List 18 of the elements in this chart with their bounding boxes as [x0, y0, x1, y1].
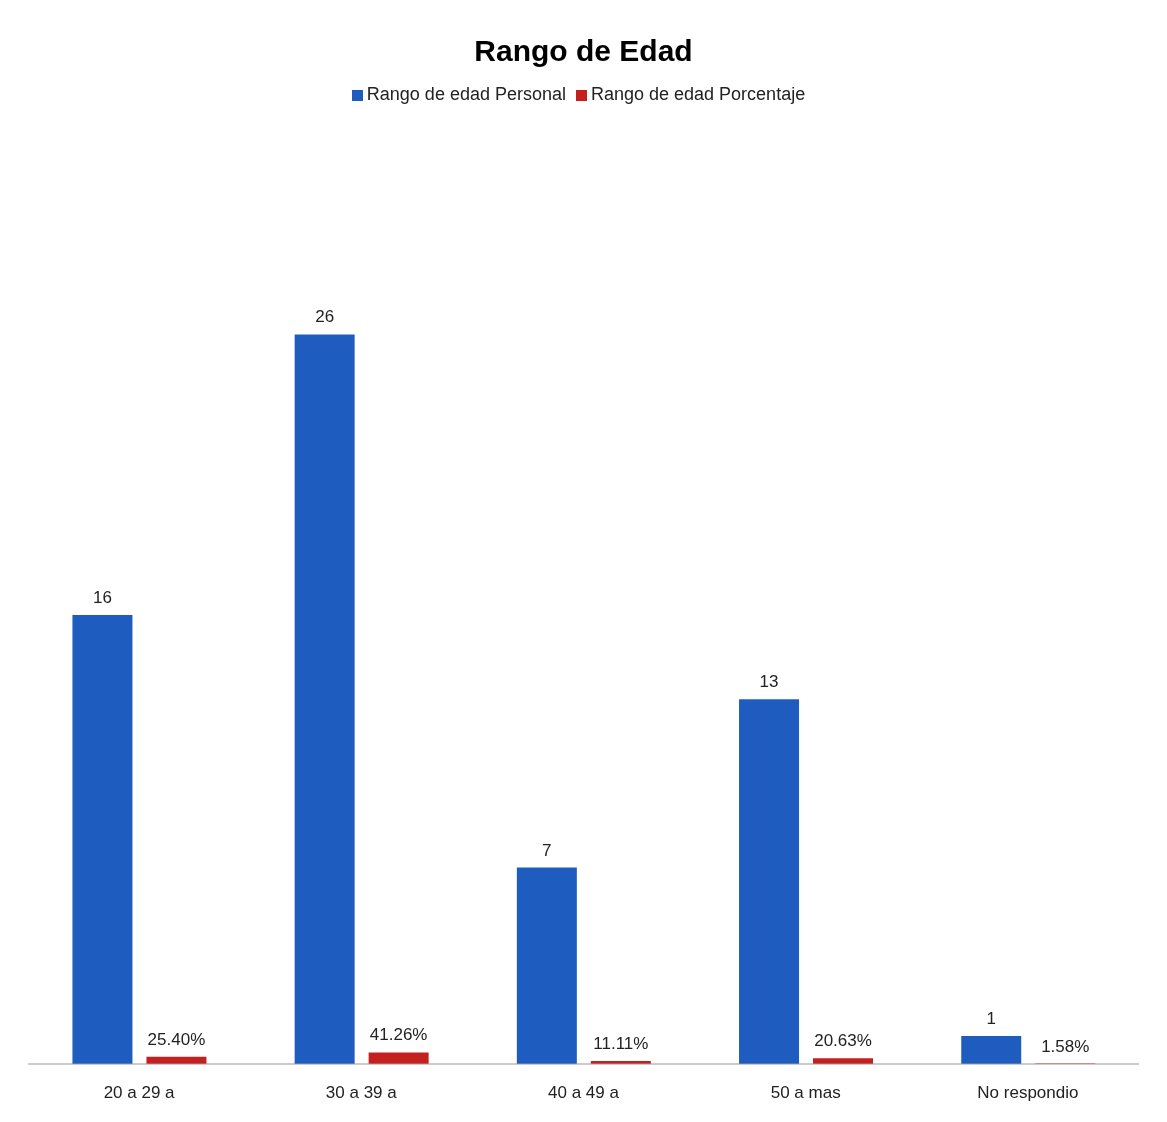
data-label: 25.40% [147, 1029, 206, 1049]
x-tick-label: No respondio [977, 1083, 1079, 1103]
data-label: 41.26% [369, 1025, 428, 1045]
x-tick-label: 40 a 49 a [548, 1083, 620, 1103]
data-label: 26 [315, 307, 335, 327]
legend-label: Rango de edad Porcentaje [590, 84, 806, 104]
data-label: 16 [92, 588, 112, 608]
data-label: 1 [986, 1008, 996, 1028]
data-label: 13 [759, 672, 779, 692]
x-tick-label: 50 a mas [770, 1083, 841, 1103]
legend-label: Rango de edad Personal [366, 84, 566, 104]
chart-title: Rango de Edad [473, 33, 694, 69]
data-label: 7 [542, 840, 552, 860]
data-label: 1.58% [1041, 1036, 1090, 1056]
data-label: 11.11% [593, 1033, 649, 1053]
x-tick-label: 30 a 39 a [325, 1083, 398, 1103]
data-label: 20.63% [814, 1031, 872, 1051]
x-tick-label: 20 a 29 a [103, 1083, 176, 1103]
